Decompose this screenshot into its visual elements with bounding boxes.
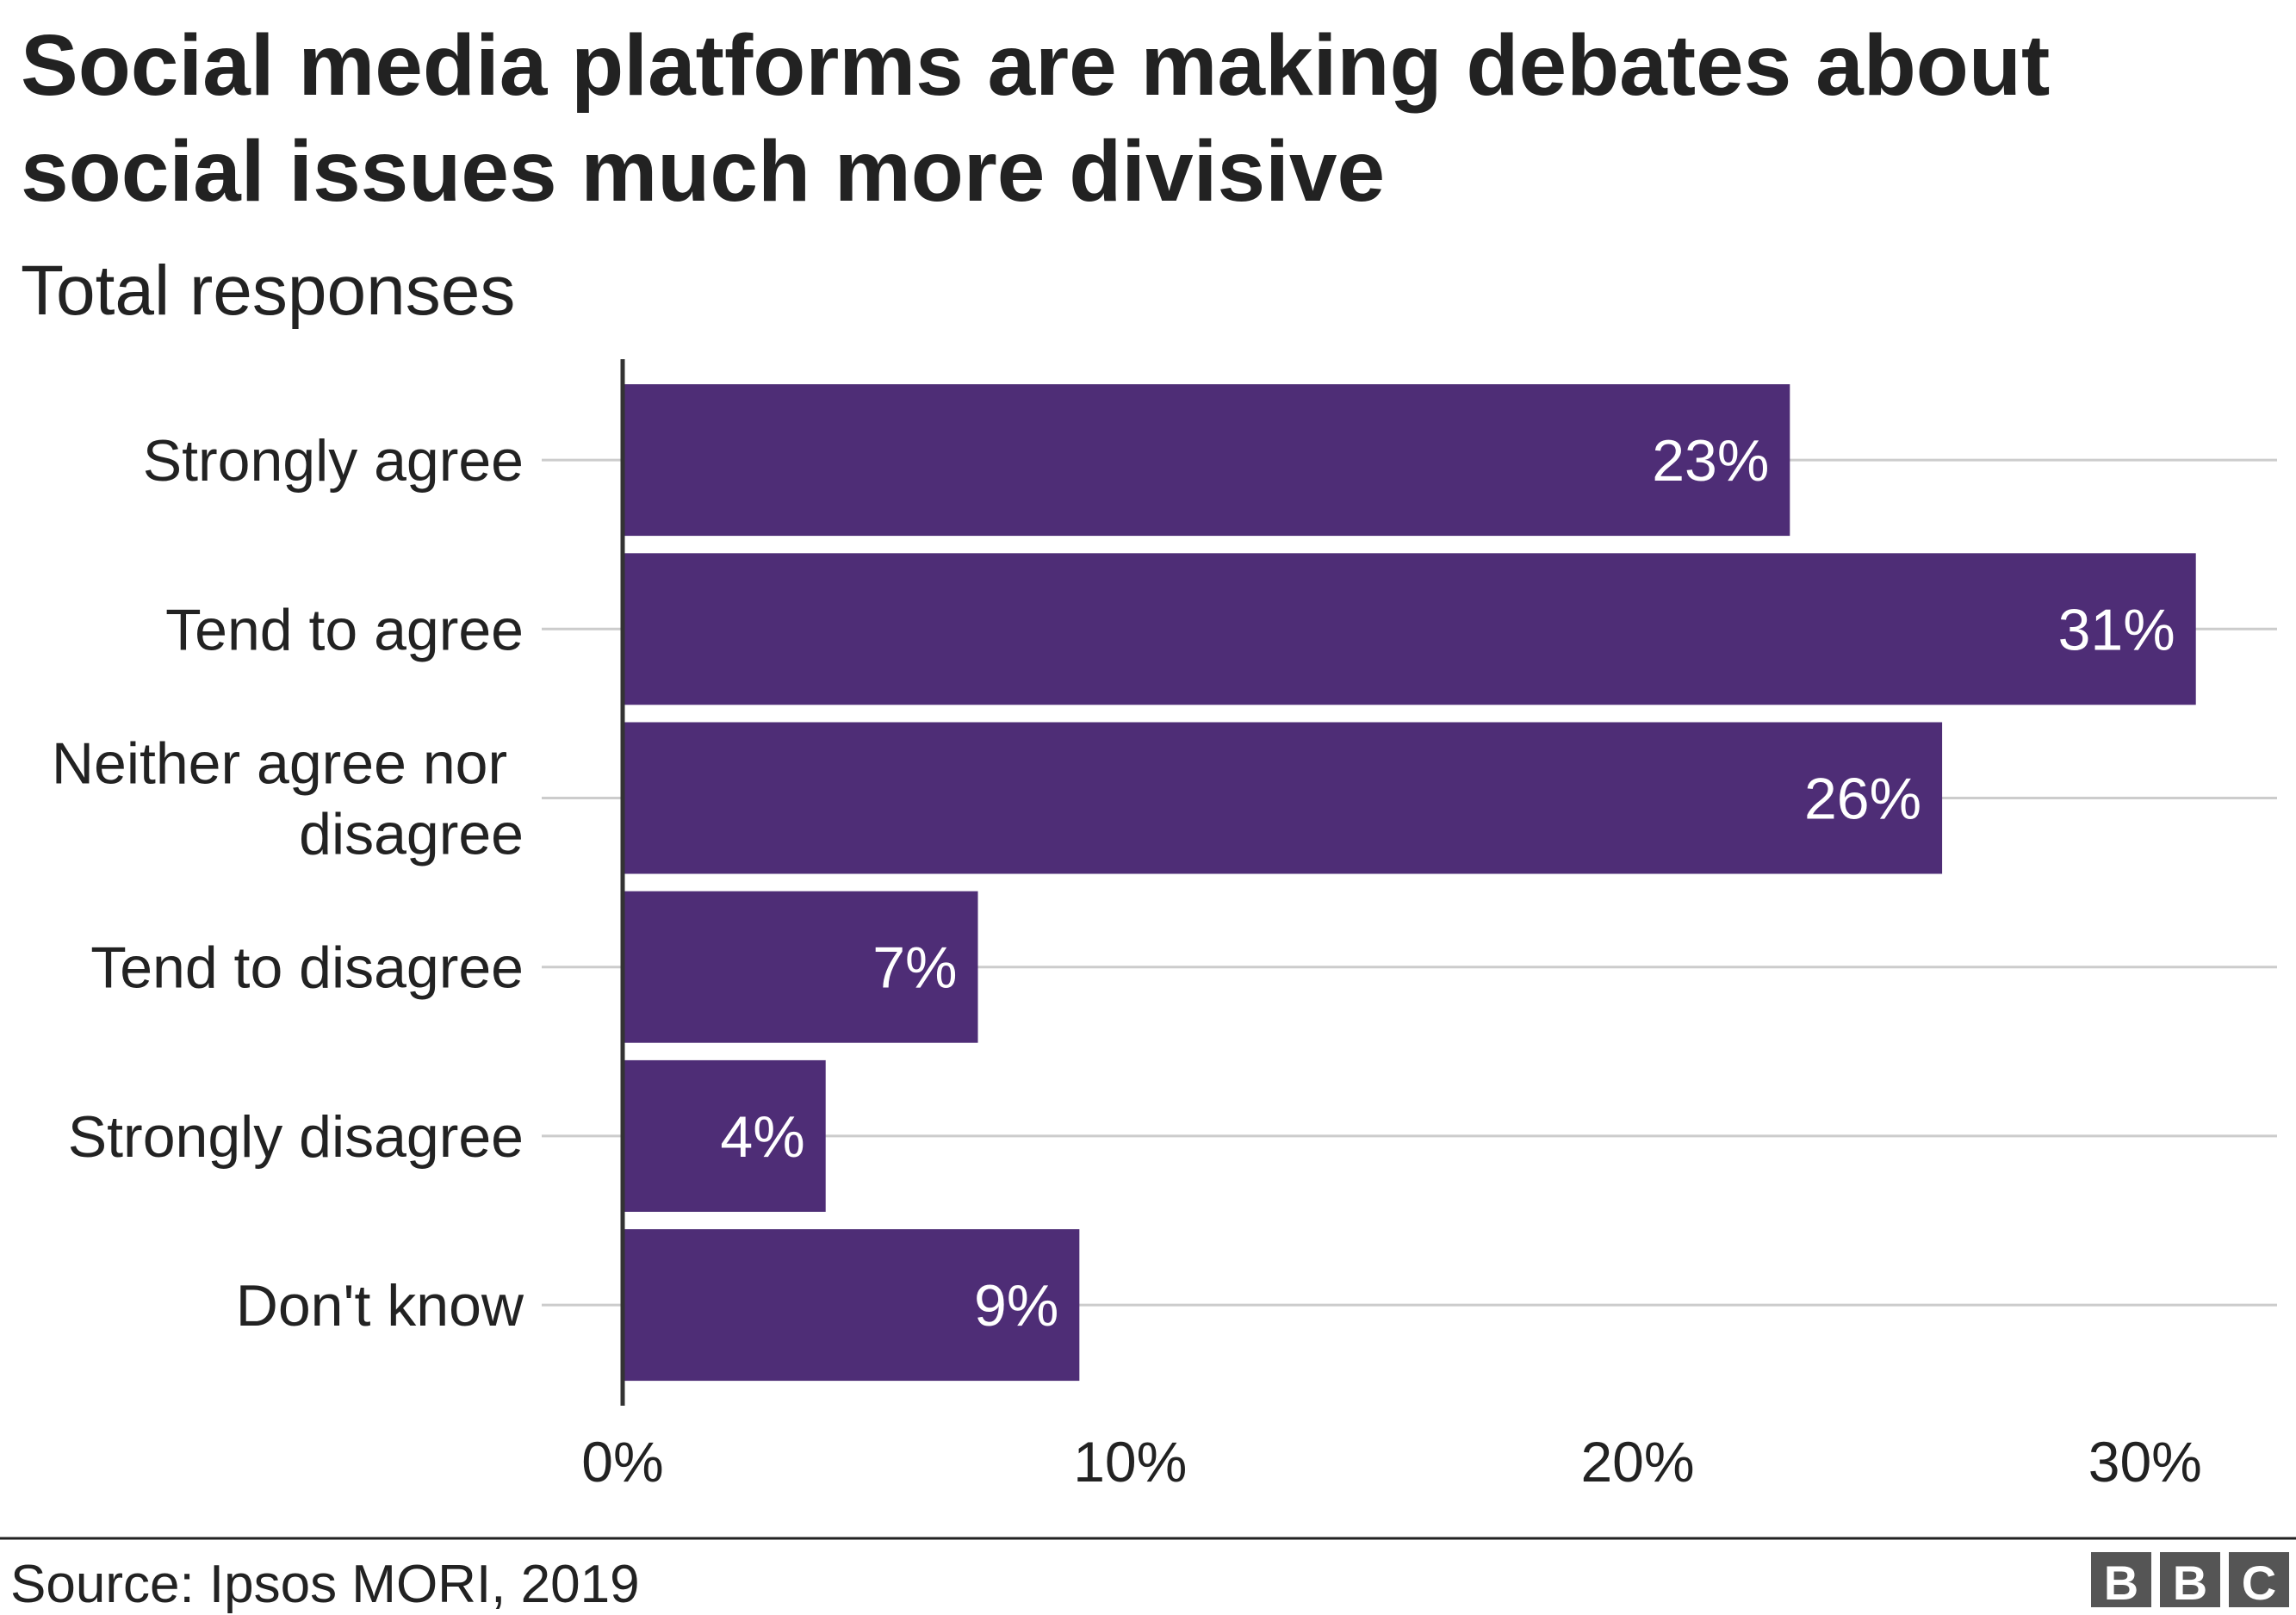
logo-box <box>2091 1552 2151 1607</box>
bar <box>623 553 2196 705</box>
x-tick-label: 20% <box>1580 1430 1694 1494</box>
logo-letter: C <box>2242 1556 2276 1610</box>
data-label: 7% <box>872 935 957 1001</box>
x-tick-label: 10% <box>1073 1430 1187 1494</box>
logo-box <box>2229 1552 2289 1607</box>
bar <box>623 1229 1080 1382</box>
data-label: 31% <box>2058 597 2175 662</box>
data-label: 4% <box>720 1104 804 1170</box>
logo-letter: B <box>2173 1556 2207 1610</box>
data-label: 23% <box>1652 428 1769 494</box>
logo-letter: B <box>2104 1556 2138 1610</box>
y-tick-label: Tend to agree <box>165 597 524 662</box>
y-tick-label: Strongly disagree <box>68 1104 524 1170</box>
logo-box <box>2160 1552 2220 1607</box>
x-tick-label: 0% <box>581 1430 663 1494</box>
chart-subtitle: Total responses <box>21 252 515 330</box>
data-label: 9% <box>974 1273 1058 1339</box>
y-tick-label: Don't know <box>236 1273 524 1339</box>
bar <box>623 1059 826 1212</box>
chart-title: Social media platforms are making debate… <box>21 17 2074 220</box>
plot-area: 0% 10% 20% 30% 23% Strongly agree 31% Tend to a… <box>52 359 2277 1494</box>
bar <box>623 891 978 1043</box>
x-tick-label: 30% <box>2088 1430 2202 1494</box>
y-tick-label: Strongly agree <box>143 428 524 494</box>
data-label: 26% <box>1804 767 1921 832</box>
bar <box>623 384 1790 537</box>
y-tick-label: Neither agree nor disagree <box>52 731 524 867</box>
source: Source: Ipsos MORI, 2019 <box>10 1555 640 1614</box>
bar <box>623 722 1943 874</box>
y-tick-label: Tend to disagree <box>90 935 524 1001</box>
